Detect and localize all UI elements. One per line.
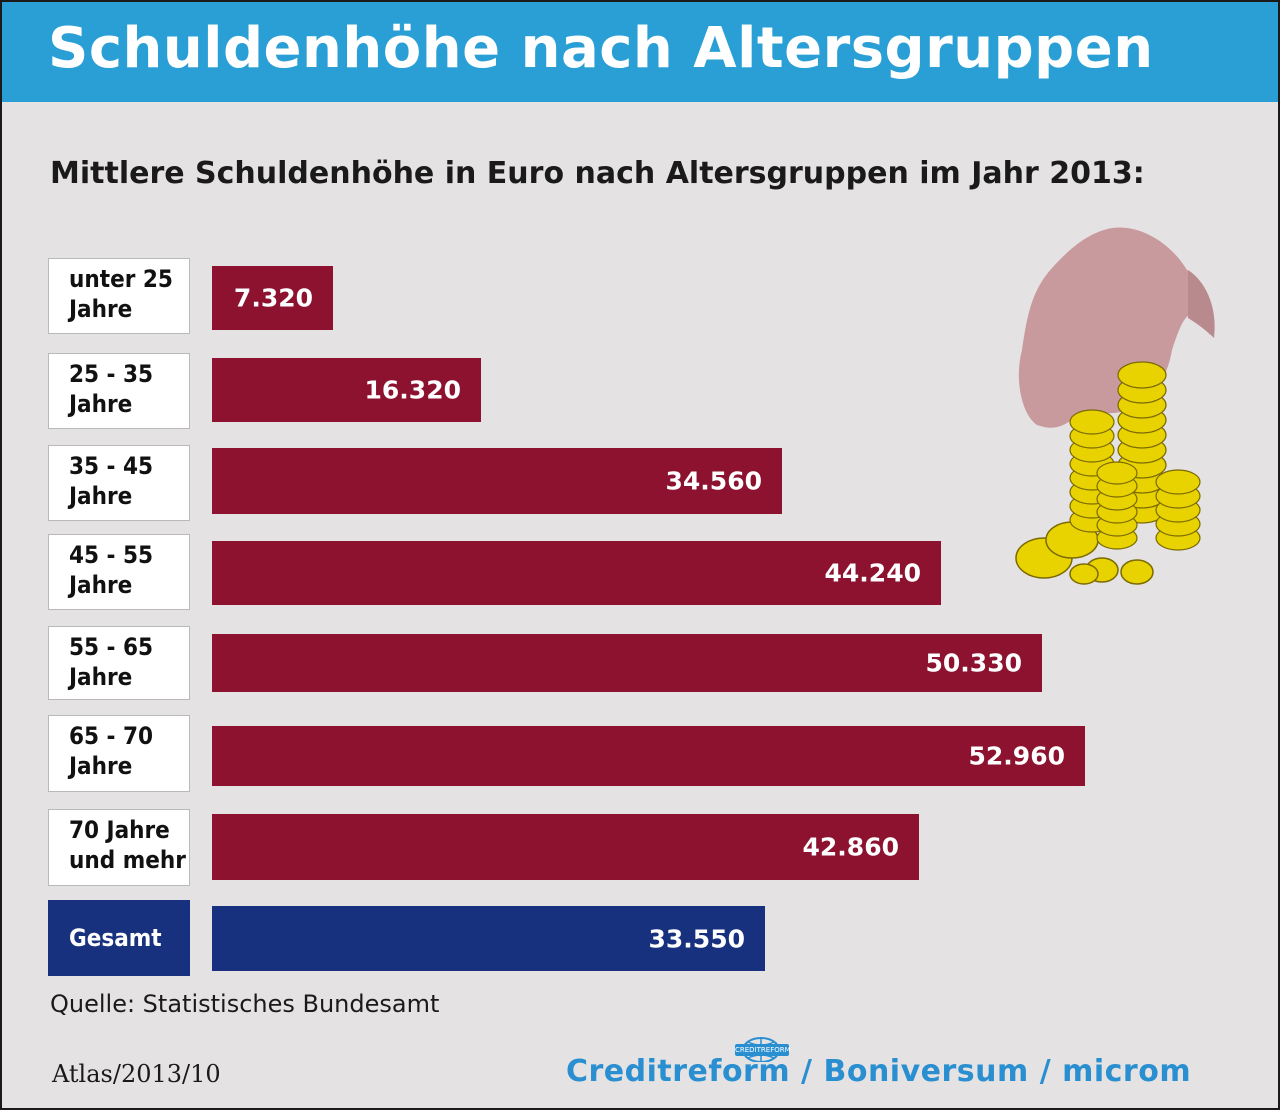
bar: 44.240 xyxy=(212,541,941,605)
page-title: Schuldenhöhe nach Altersgruppen xyxy=(48,16,1154,81)
category-label-line: 25 - 35 xyxy=(69,360,154,388)
atlas-id: Atlas/2013/10 xyxy=(52,1060,221,1088)
category-label-line: Jahre xyxy=(69,482,133,510)
category-label-line: 70 Jahre xyxy=(69,816,170,844)
category-label: 35 - 45 Jahre xyxy=(48,445,190,521)
category-label-line: Jahre xyxy=(69,390,133,418)
source-note: Quelle: Statistisches Bundesamt xyxy=(50,990,440,1018)
category-label-line: Jahre xyxy=(69,571,133,599)
category-label-line: Jahre xyxy=(69,295,133,323)
bar-value-label: 7.320 xyxy=(233,283,313,313)
category-label-line: 45 - 55 xyxy=(69,541,154,569)
category-label-line: unter 25 xyxy=(69,265,173,293)
bar: 16.320 xyxy=(212,358,481,422)
vulture-on-coins-icon xyxy=(1015,227,1215,585)
category-label: 25 - 35 Jahre xyxy=(48,353,190,429)
bar-value-label: 42.860 xyxy=(802,832,899,862)
bar-value-label: 50.330 xyxy=(925,648,1022,678)
category-label: 45 - 55 Jahre xyxy=(48,534,190,610)
bar: 7.320 xyxy=(212,266,333,330)
category-label: unter 25 Jahre xyxy=(48,258,190,334)
category-label-line: Jahre xyxy=(69,752,133,780)
category-label-total: Gesamt xyxy=(48,900,190,976)
bar: 34.560 xyxy=(212,448,782,514)
bar-total: 33.550 xyxy=(212,906,765,971)
bar-value-label: 52.960 xyxy=(968,741,1065,771)
header-banner: Schuldenhöhe nach Altersgruppen xyxy=(2,2,1278,102)
category-label-line: 55 - 65 xyxy=(69,633,154,661)
bar: 52.960 xyxy=(212,726,1085,786)
category-label-line: 65 - 70 xyxy=(69,722,154,750)
category-label-line: und mehr xyxy=(69,846,186,874)
category-label-line: Jahre xyxy=(69,663,133,691)
bar-value-label: 33.550 xyxy=(648,924,745,953)
category-label-line: 35 - 45 xyxy=(69,452,154,480)
category-label: 65 - 70 Jahre xyxy=(48,715,190,792)
category-label: 70 Jahre und mehr xyxy=(48,809,190,886)
logo-badge-text: CREDITREFORM xyxy=(735,1044,791,1056)
bar-value-label: 16.320 xyxy=(364,375,461,405)
chart-subtitle: Mittlere Schuldenhöhe in Euro nach Alter… xyxy=(50,156,1145,191)
category-label: 55 - 65 Jahre xyxy=(48,626,190,700)
brand-logo: Creditreform / Boniversum / microm xyxy=(566,1054,1192,1089)
bar: 50.330 xyxy=(212,634,1042,692)
bar: 42.860 xyxy=(212,814,919,880)
category-label-line: Gesamt xyxy=(69,924,162,952)
bar-value-label: 34.560 xyxy=(665,466,762,496)
bar-value-label: 44.240 xyxy=(824,558,921,588)
